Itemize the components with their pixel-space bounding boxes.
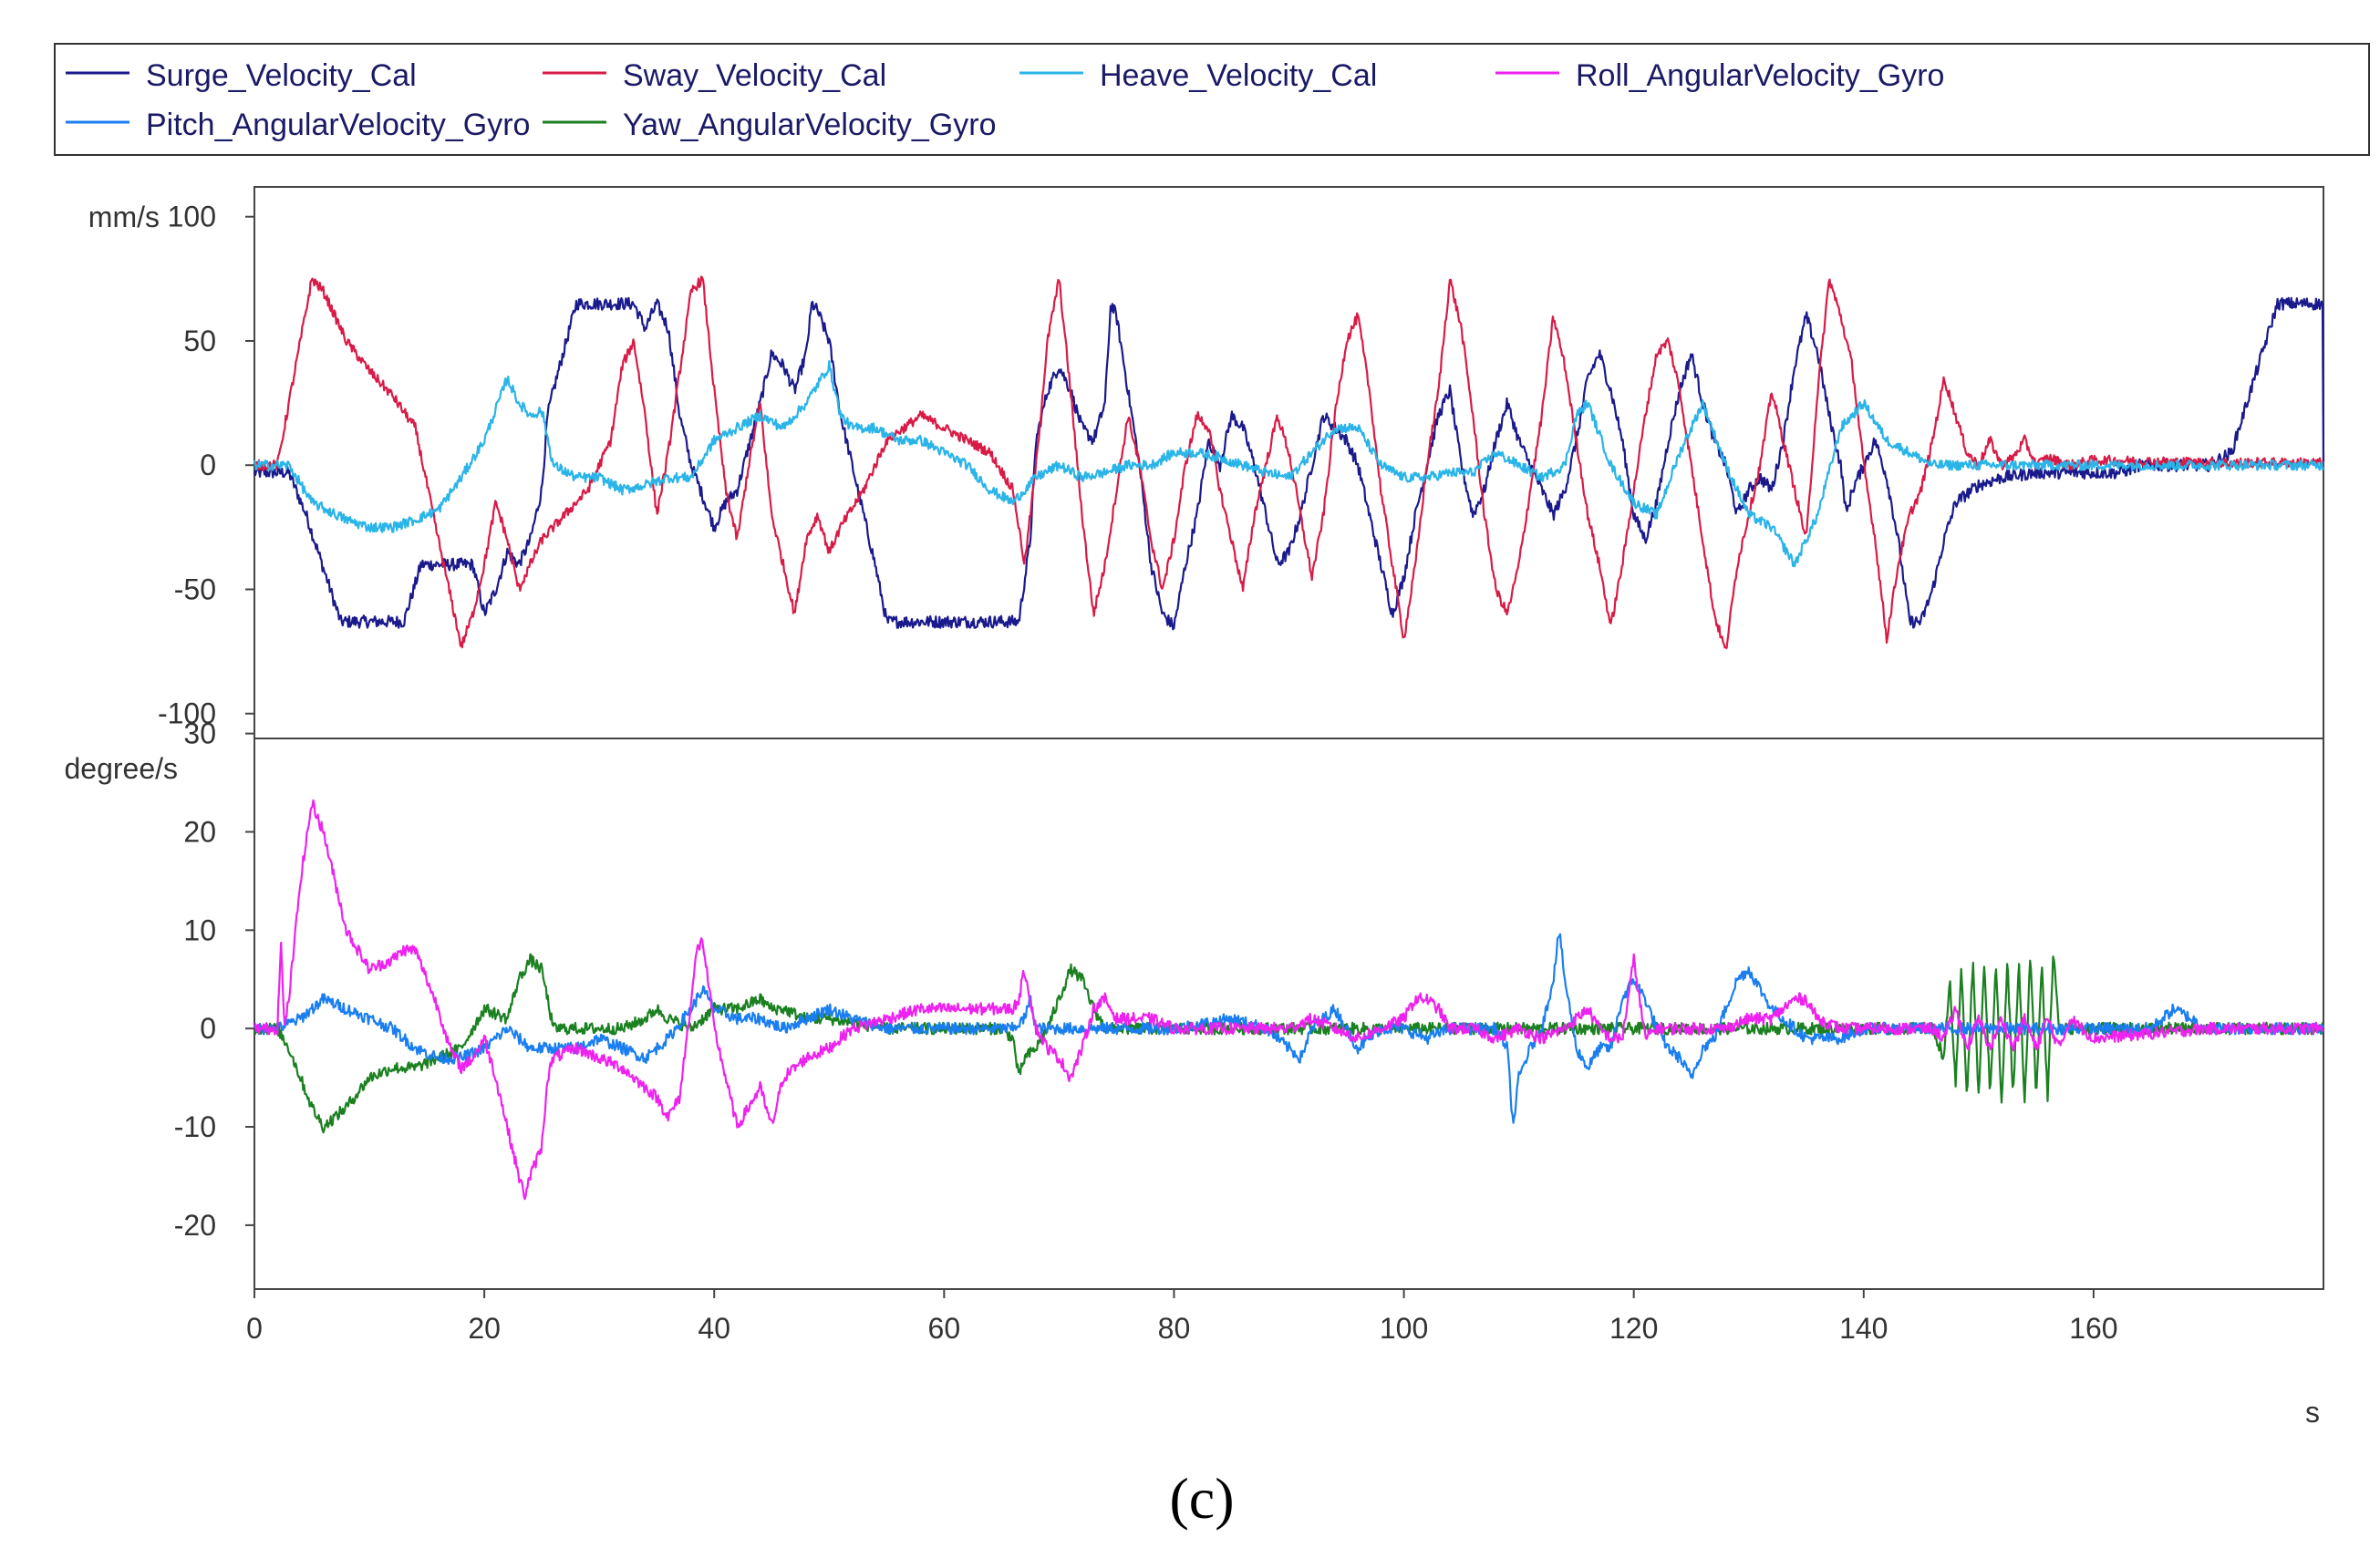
series-heave-velocity-cal [253,360,2324,568]
legend-item-pitch: Pitch_AngularVelocity_Gyro [66,108,530,142]
legend-label-roll: Roll_AngularVelocity_Gyro [1576,58,1944,93]
legend-item-roll: Roll_AngularVelocity_Gyro [1495,58,1944,93]
velocity-series [253,275,2325,650]
series-roll-angularvelocity-gyro [254,799,2324,1201]
x-tick-label: 160 [2069,1312,2117,1345]
angular-unit-label: degree/s [64,752,178,785]
legend-label-sway: Sway_Velocity_Cal [623,58,886,93]
x-axis: 0 20 40 60 80 100 120 140 160 s [246,1288,2323,1429]
velocity-y-ticks: 100 50 0 -50 -100 [158,201,254,730]
angular-y-tick-label: -20 [174,1209,216,1242]
x-tick-label: 120 [1609,1312,1658,1345]
x-unit-label: s [2305,1396,2320,1429]
velocity-y-tick-label: 0 [200,449,216,481]
x-tick-label: 0 [246,1312,263,1345]
figure-caption: (c) [1169,1466,1234,1531]
legend-label-pitch: Pitch_AngularVelocity_Gyro [146,108,530,142]
legend-item-yaw: Yaw_AngularVelocity_Gyro [543,108,996,142]
legend-label-surge: Surge_Velocity_Cal [146,58,417,93]
x-tick-label: 140 [1839,1312,1888,1345]
angular-y-ticks: 30 20 10 0 -10 -20 [174,717,254,1242]
x-tick-label: 40 [698,1312,730,1345]
x-tick-label: 60 [928,1312,961,1345]
legend-item-surge: Surge_Velocity_Cal [66,58,417,93]
series-pitch-angularvelocity-gyro [253,933,2324,1124]
velocity-y-tick-label: -50 [174,573,216,605]
series-yaw-angularvelocity-gyro [253,953,2325,1134]
velocity-y-tick-label: -100 [158,697,216,730]
series-surge-velocity-cal [253,296,2325,631]
legend-label-heave: Heave_Velocity_Cal [1100,58,1377,93]
legend-item-sway: Sway_Velocity_Cal [543,58,886,93]
legend: Surge_Velocity_Cal Sway_Velocity_Cal Hea… [54,43,2370,156]
x-tick-label: 80 [1158,1312,1191,1345]
velocity-y-tick-label: 100 [168,201,216,233]
velocity-y-tick-label: 50 [183,325,216,357]
x-ticks: 0 20 40 60 80 100 120 140 160 [246,1289,2118,1345]
x-tick-label: 100 [1380,1312,1428,1345]
velocity-unit-label: mm/s [88,201,160,233]
angular-y-tick-label: 20 [183,815,216,848]
angular-y-tick-label: 0 [200,1012,216,1045]
legend-item-heave: Heave_Velocity_Cal [1019,58,1377,93]
angular-series [253,799,2325,1201]
x-tick-label: 20 [468,1312,501,1345]
angular-y-tick-label: 10 [183,913,216,946]
angular-y-tick-label: -10 [174,1110,216,1143]
legend-label-yaw: Yaw_AngularVelocity_Gyro [623,108,996,142]
angular-y-tick-label: 30 [183,717,216,750]
legend-frame [54,43,2370,156]
